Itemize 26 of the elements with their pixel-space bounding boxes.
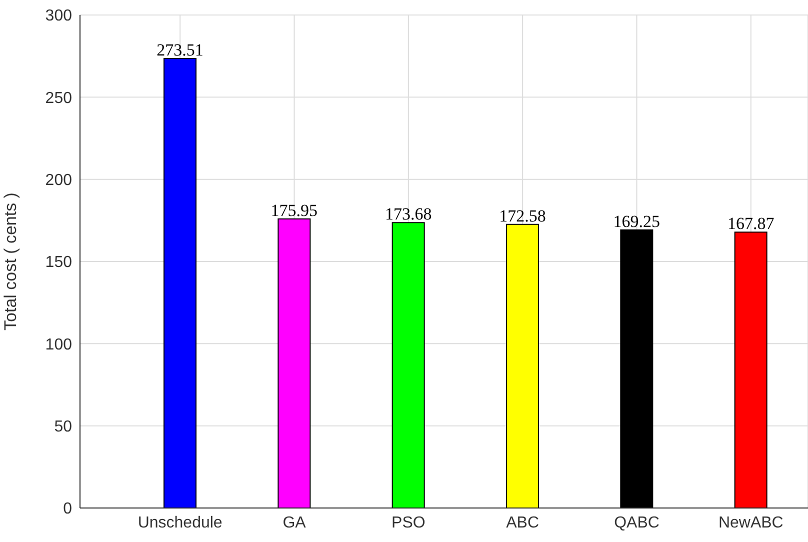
y-tick-label: 150 [45,254,72,272]
bar [506,224,539,508]
y-tick-label: 100 [45,336,72,354]
bar [164,58,196,508]
y-tick-label: 300 [45,8,72,25]
y-tick-label: 0 [63,500,72,518]
data-label: 172.58 [499,206,546,226]
x-tick-label: ABC [506,514,540,532]
y-tick-label: 250 [45,90,72,107]
bar [392,222,425,508]
data-label: 175.95 [270,200,318,220]
bar [278,218,311,508]
data-label: 169.25 [613,212,660,231]
bar [620,229,654,508]
data-label: 173.68 [384,204,432,224]
x-tick-label: NewABC [718,514,784,532]
data-label: 167.87 [727,214,775,234]
x-tick-label: PSO [392,514,426,532]
data-label: 273.51 [156,40,204,60]
x-tick-label: GA [282,514,306,532]
x-tick-label: QABC [614,514,660,532]
y-tick-label: 200 [45,172,72,190]
bar [734,232,768,508]
y-tick-label: 50 [54,418,72,436]
x-tick-label: Unschedule [138,514,222,532]
y-axis-title: Total cost ( cents ) [1,192,20,330]
